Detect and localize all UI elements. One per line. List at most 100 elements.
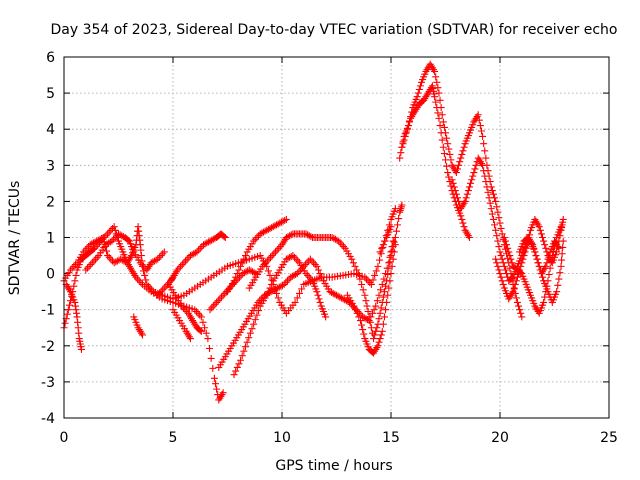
data-point (486, 199, 494, 207)
y-tick-label: 5 (46, 86, 55, 102)
data-point (535, 223, 543, 231)
data-point (186, 335, 194, 343)
data-point (358, 321, 366, 329)
data-point (500, 262, 508, 270)
data-point (457, 154, 465, 162)
data-point (380, 313, 388, 321)
data-point (370, 306, 378, 314)
axis-ticks: 0 5 10 15 20 25 -4 -3 -2 -1 0 1 2 3 4 5 6 (41, 50, 618, 446)
x-tick-label: 0 (60, 430, 69, 446)
data-point (493, 203, 501, 211)
data-point (206, 345, 214, 353)
data-point (462, 194, 470, 202)
data-point (494, 237, 502, 245)
series-track-f (130, 313, 146, 339)
chart-title: Day 354 of 2023, Sidereal Day-to-day VTE… (51, 22, 618, 38)
y-tick-label: 3 (46, 158, 55, 174)
data-point (64, 306, 72, 314)
data-point (442, 129, 449, 137)
data-point (70, 282, 78, 290)
data-point (274, 294, 282, 302)
data-point (142, 276, 150, 284)
series-track-m (245, 201, 406, 343)
data-point (444, 169, 452, 177)
data-point (221, 234, 229, 241)
x-tick-label: 5 (169, 430, 178, 446)
data-point (533, 255, 541, 263)
series-track-u (516, 234, 563, 278)
y-tick-label: 2 (46, 194, 55, 210)
data-point (377, 286, 385, 294)
data-point (439, 143, 447, 151)
data-point (453, 194, 461, 202)
data-point (540, 237, 548, 245)
y-tick-label: 1 (46, 231, 55, 247)
series-track-n (343, 241, 399, 357)
data-point (518, 313, 526, 321)
data-point (398, 201, 406, 209)
data-point (471, 165, 479, 173)
data-point (434, 84, 442, 92)
data-point (364, 308, 372, 316)
data-point (407, 113, 415, 121)
data-point (470, 169, 478, 177)
data-point (480, 140, 488, 148)
data-point (452, 169, 460, 177)
data-point (481, 147, 489, 155)
data-point (435, 114, 443, 122)
data-point (351, 262, 359, 270)
data-point (238, 259, 246, 267)
data-point (504, 244, 512, 252)
data-point (386, 277, 394, 285)
data-point (557, 262, 565, 270)
data-point (376, 248, 384, 256)
data-point (237, 356, 245, 364)
data-point (477, 127, 485, 135)
data-point (213, 385, 221, 393)
plot-frame (63, 56, 610, 419)
data-point (138, 331, 146, 339)
data-point (373, 297, 381, 305)
data-point (124, 236, 132, 244)
data-point (508, 259, 516, 267)
data-point (348, 255, 356, 263)
data-point (366, 318, 374, 326)
data-point (435, 89, 443, 97)
data-point (512, 277, 520, 285)
data-point (67, 297, 75, 305)
data-point (488, 187, 496, 195)
data-point (542, 262, 550, 270)
data-point (395, 215, 403, 223)
data-point (291, 298, 299, 306)
data-point (458, 150, 466, 158)
data-point (501, 237, 509, 245)
data-point (498, 277, 506, 285)
data-point (495, 214, 503, 222)
data-point (376, 256, 384, 264)
data-point (492, 255, 500, 263)
data-point (450, 183, 458, 191)
data-point (367, 280, 375, 288)
data-point (230, 371, 238, 379)
data-point (503, 270, 511, 278)
data-point (241, 343, 249, 351)
data-point (508, 274, 516, 282)
data-point (443, 162, 451, 170)
data-point (363, 302, 371, 310)
data-point (443, 134, 451, 142)
data-point (451, 187, 459, 195)
data-point (160, 248, 168, 256)
data-point (494, 262, 502, 270)
data-point (77, 345, 85, 353)
data-point (379, 293, 387, 301)
data-point (487, 205, 495, 213)
data-point (497, 273, 505, 281)
data-point (513, 298, 521, 306)
data-point (212, 380, 220, 388)
data-point (534, 259, 542, 267)
data-point (243, 338, 251, 346)
data-point (268, 280, 276, 288)
data-point (507, 255, 515, 263)
data-point (464, 187, 472, 195)
data-point (491, 221, 499, 229)
